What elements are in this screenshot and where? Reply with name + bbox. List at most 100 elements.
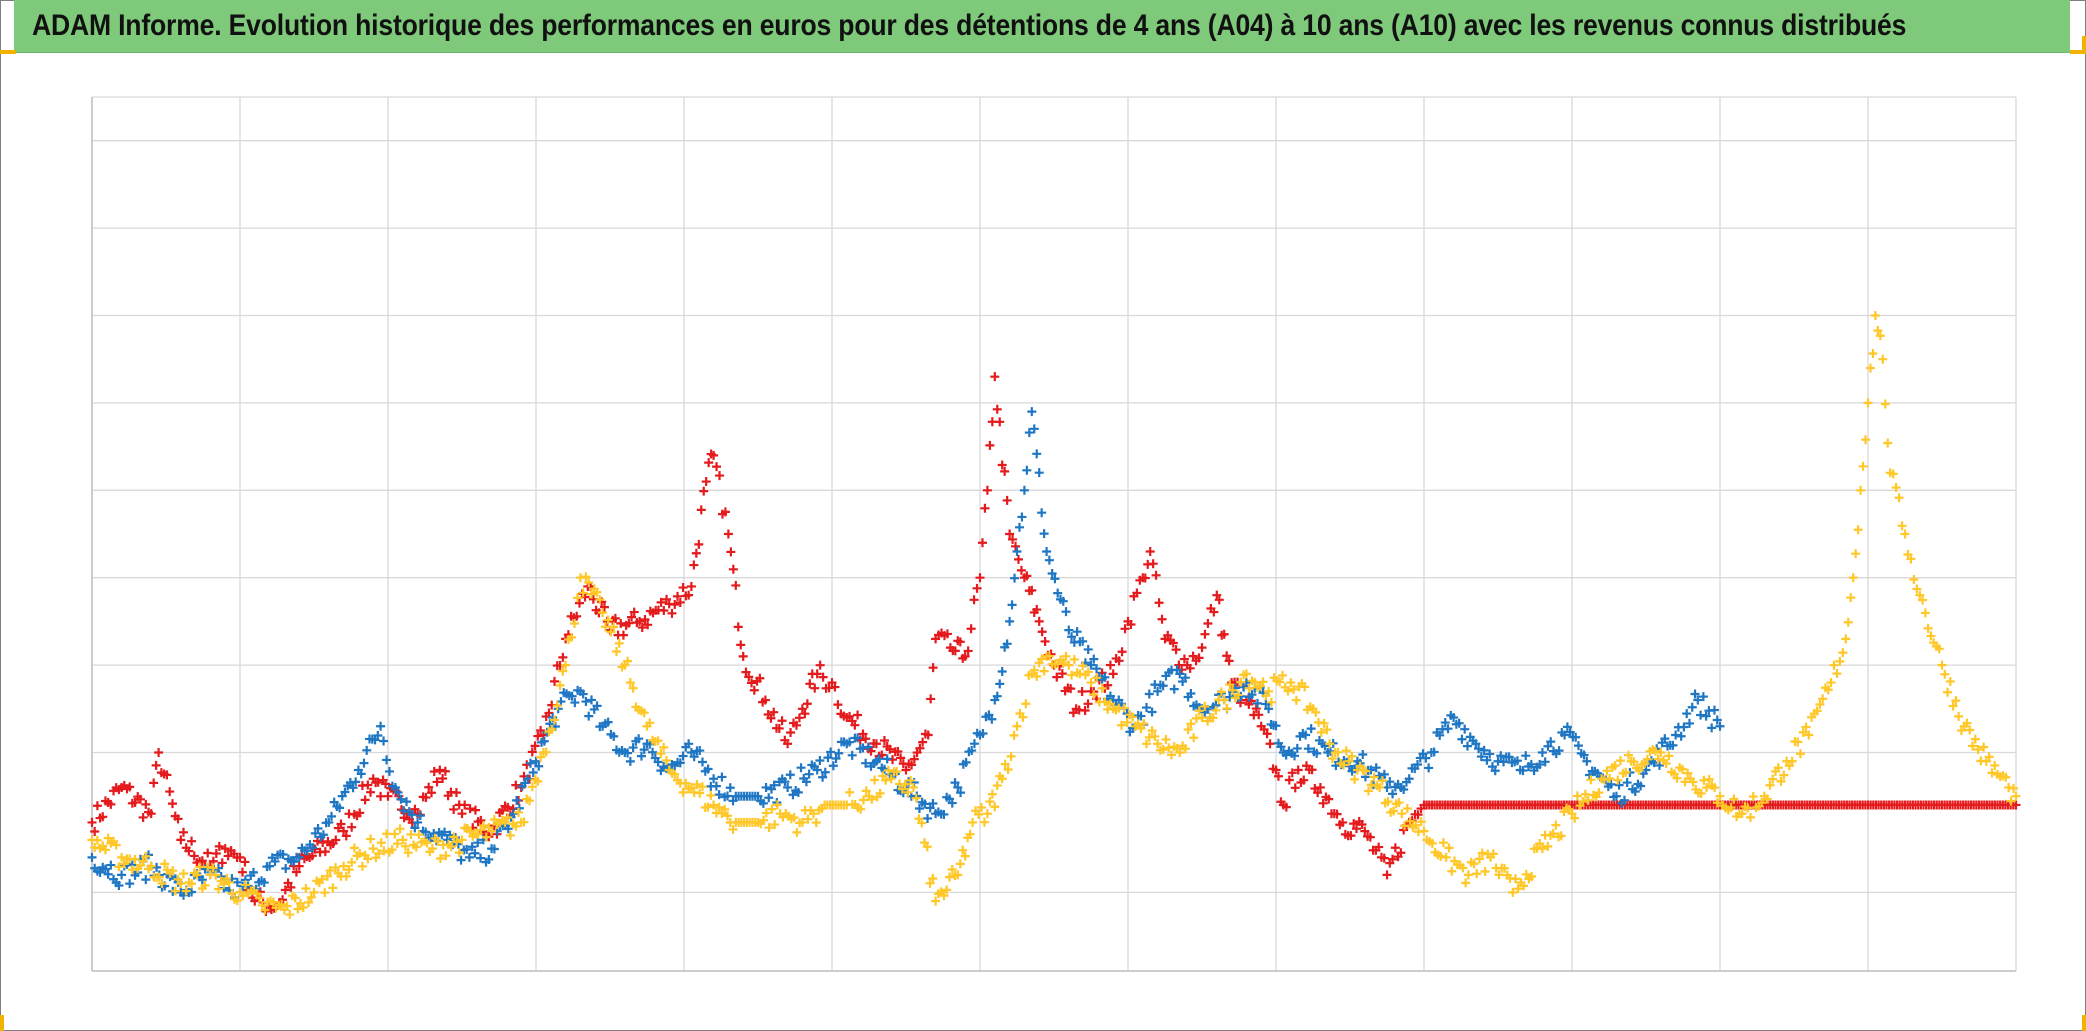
interp-point (1835, 656, 1845, 666)
interp-point (106, 860, 116, 870)
interp-point (1400, 821, 1410, 831)
interp-point (1379, 853, 1389, 863)
interp-point (1838, 648, 1848, 658)
interp-point (610, 613, 620, 623)
interp-point (1027, 585, 1037, 595)
interp-point (1707, 723, 1717, 733)
interp-point (1912, 584, 1922, 594)
interp-point (219, 879, 229, 889)
interp-point (178, 869, 188, 879)
interp-point (351, 777, 361, 787)
interp-point (997, 667, 1007, 677)
interp-point (733, 622, 743, 632)
data-point (990, 372, 1000, 382)
interp-point (625, 678, 635, 688)
interp-point (1169, 684, 1179, 694)
interp-point (1477, 848, 1487, 858)
data-point (1900, 529, 1910, 539)
interp-point (151, 760, 161, 770)
interp-point (547, 725, 557, 735)
interp-point (290, 893, 300, 903)
data-point (1397, 809, 1407, 819)
interp-point (920, 729, 930, 739)
interp-point (928, 798, 938, 808)
interp-point (1680, 777, 1690, 787)
interp-point (306, 892, 316, 902)
interp-point (995, 771, 1005, 781)
interp-point (870, 775, 880, 785)
interp-point (1011, 541, 1021, 551)
interp-point (211, 870, 221, 880)
interp-point (103, 869, 113, 879)
interp-point (1762, 794, 1772, 804)
interp-point (839, 800, 849, 810)
interp-point (1037, 508, 1047, 518)
data-point (257, 900, 267, 910)
interp-point (1244, 683, 1254, 693)
interp-point (942, 629, 952, 639)
interp-point (1077, 687, 1087, 697)
interp-point (232, 853, 242, 863)
interp-point (794, 713, 804, 723)
interp-point (360, 795, 370, 805)
interp-point (856, 804, 866, 814)
interp-point (160, 859, 170, 869)
interp-point (1089, 690, 1099, 700)
interp-point (321, 818, 331, 828)
interp-point (1918, 595, 1928, 605)
interp-point (572, 611, 582, 621)
interp-point (1683, 768, 1693, 778)
interp-point (1239, 670, 1249, 680)
interp-point (203, 862, 213, 872)
interp-point (847, 750, 857, 760)
interp-point (769, 707, 779, 717)
interp-point (1440, 718, 1450, 728)
interp-point (411, 842, 421, 852)
interp-point (1078, 636, 1088, 646)
interp-point (967, 746, 977, 756)
interp-point (1954, 711, 1964, 721)
interp-point (978, 729, 988, 739)
interp-point (804, 769, 814, 779)
interp-point (1136, 724, 1146, 734)
interp-point (684, 784, 694, 794)
interp-point (1556, 831, 1566, 841)
interp-point (135, 794, 145, 804)
corner-mark-tr-h (2070, 50, 2086, 54)
interp-point (1951, 696, 1961, 706)
interp-point (1650, 746, 1660, 756)
interp-point (1987, 768, 1997, 778)
interp-point (1092, 664, 1102, 674)
interp-point (818, 772, 828, 782)
interp-point (1164, 743, 1174, 753)
interp-point (703, 802, 713, 812)
interp-point (1390, 843, 1400, 853)
interp-point (100, 864, 110, 874)
interp-point (1488, 849, 1498, 859)
interp-point (1679, 722, 1689, 732)
interp-point (1510, 874, 1520, 884)
interp-point (1684, 718, 1694, 728)
interp-point (1349, 819, 1359, 829)
data-point (1145, 546, 1155, 556)
interp-point (1039, 666, 1049, 676)
interp-point (379, 736, 389, 746)
interp-point (656, 597, 666, 607)
interp-point (1513, 884, 1523, 894)
interp-point (995, 417, 1005, 427)
interp-point (214, 841, 224, 851)
interp-point (578, 689, 588, 699)
interp-point (922, 842, 932, 852)
interp-point (1851, 549, 1861, 559)
interp-point (1021, 699, 1031, 709)
interp-point (985, 797, 995, 807)
interp-point (917, 818, 927, 828)
interp-point (1105, 660, 1115, 670)
interp-point (726, 547, 736, 557)
interp-point (558, 652, 568, 662)
interp-point (1416, 804, 1426, 814)
interp-point (440, 766, 450, 776)
interp-point (178, 827, 188, 837)
interp-point (446, 842, 456, 852)
interp-point (381, 779, 391, 789)
